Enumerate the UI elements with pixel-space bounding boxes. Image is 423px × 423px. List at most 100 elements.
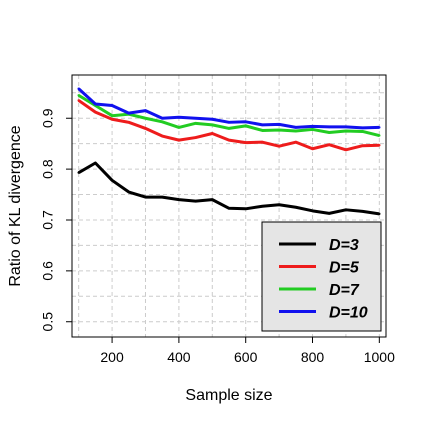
data-point	[194, 199, 197, 203]
data-point	[294, 126, 298, 129]
data-point	[277, 145, 281, 148]
data-point	[244, 141, 247, 144]
data-point	[244, 207, 247, 210]
data-point	[227, 207, 231, 210]
data-point	[328, 143, 331, 146]
data-point	[77, 99, 80, 102]
data-point	[160, 120, 164, 124]
data-point	[294, 206, 298, 209]
data-point	[211, 132, 214, 135]
data-point	[177, 198, 181, 201]
data-point	[378, 144, 381, 147]
data-point	[261, 140, 264, 144]
data-point	[328, 212, 331, 215]
series-line	[77, 161, 380, 216]
data-point	[344, 129, 348, 133]
data-point	[328, 131, 331, 134]
y-tick-label: 0.6	[40, 261, 56, 281]
data-point	[177, 126, 181, 129]
data-point	[294, 129, 298, 133]
data-point	[94, 161, 97, 165]
data-point	[177, 116, 181, 119]
data-point	[110, 104, 114, 107]
data-point	[344, 148, 348, 151]
data-point	[227, 127, 231, 130]
data-point	[311, 147, 314, 150]
data-point	[378, 126, 381, 129]
data-point	[294, 140, 298, 144]
x-tick-label: 800	[301, 349, 325, 365]
data-point	[110, 118, 114, 121]
data-point	[194, 117, 197, 120]
series-d-3	[77, 161, 381, 216]
data-point	[194, 122, 197, 125]
plot-area-border	[71, 74, 387, 338]
data-point	[94, 110, 97, 114]
data-point	[361, 130, 364, 133]
data-point	[77, 87, 80, 90]
data-point	[177, 138, 181, 142]
data-point	[227, 138, 231, 142]
series-line	[77, 99, 380, 152]
legend-entry-label: D=5	[329, 260, 360, 277]
y-tick-label: 0.5	[40, 312, 56, 332]
data-point	[361, 144, 364, 147]
data-point	[94, 102, 97, 106]
data-point	[311, 128, 314, 131]
data-point	[277, 128, 281, 132]
data-point	[311, 209, 314, 213]
data-point	[110, 114, 114, 117]
data-point	[110, 179, 114, 182]
x-tick-label: 200	[100, 349, 124, 365]
data-point	[144, 195, 147, 199]
data-point	[311, 125, 314, 128]
data-point	[328, 125, 331, 129]
data-point	[361, 210, 364, 213]
data-point	[211, 118, 214, 121]
series-d-10	[77, 87, 381, 130]
data-point	[194, 136, 197, 139]
x-tick-label: 600	[234, 349, 258, 365]
data-point	[127, 121, 130, 124]
data-point	[344, 208, 348, 212]
data-point	[227, 121, 231, 124]
y-tick-label: 0.7	[40, 210, 56, 230]
data-point	[211, 123, 214, 127]
data-point	[361, 126, 364, 130]
legend-entry-label: D=10	[329, 305, 368, 322]
data-point	[277, 123, 281, 126]
data-point	[160, 134, 164, 138]
y-tick-label: 0.9	[40, 108, 56, 128]
y-axis-title: Ratio of KL divergence	[7, 125, 24, 286]
legend-entry-label: D=7	[329, 282, 360, 299]
data-point	[77, 94, 80, 97]
x-tick-label: 1000	[364, 349, 395, 365]
data-point	[378, 134, 381, 137]
data-point	[127, 190, 130, 194]
data-point	[277, 203, 281, 206]
data-point	[144, 127, 147, 130]
data-point	[127, 111, 130, 115]
data-point	[160, 195, 164, 199]
data-point	[144, 117, 147, 120]
data-point	[244, 120, 247, 124]
data-point	[261, 205, 264, 208]
data-point	[77, 171, 80, 174]
data-point	[144, 109, 147, 112]
data-point	[211, 198, 214, 201]
series-d-7	[77, 94, 381, 137]
data-point	[261, 129, 264, 132]
data-point	[261, 123, 264, 127]
data-point	[344, 125, 348, 129]
data-point	[378, 212, 381, 216]
legend-entry-label: D=3	[329, 237, 359, 254]
series-d-5	[77, 99, 381, 152]
axis-layer: 200 400 600 800 1000 0.5 0.6 0.7 0.8 0.9	[40, 108, 395, 365]
x-tick-label: 400	[167, 349, 191, 365]
series-layer	[77, 87, 381, 216]
x-axis-title: Sample size	[185, 387, 272, 404]
y-tick-label: 0.8	[40, 159, 56, 179]
legend: D=3 D=5 D=7 D=10	[261, 221, 382, 332]
data-point	[244, 124, 247, 128]
